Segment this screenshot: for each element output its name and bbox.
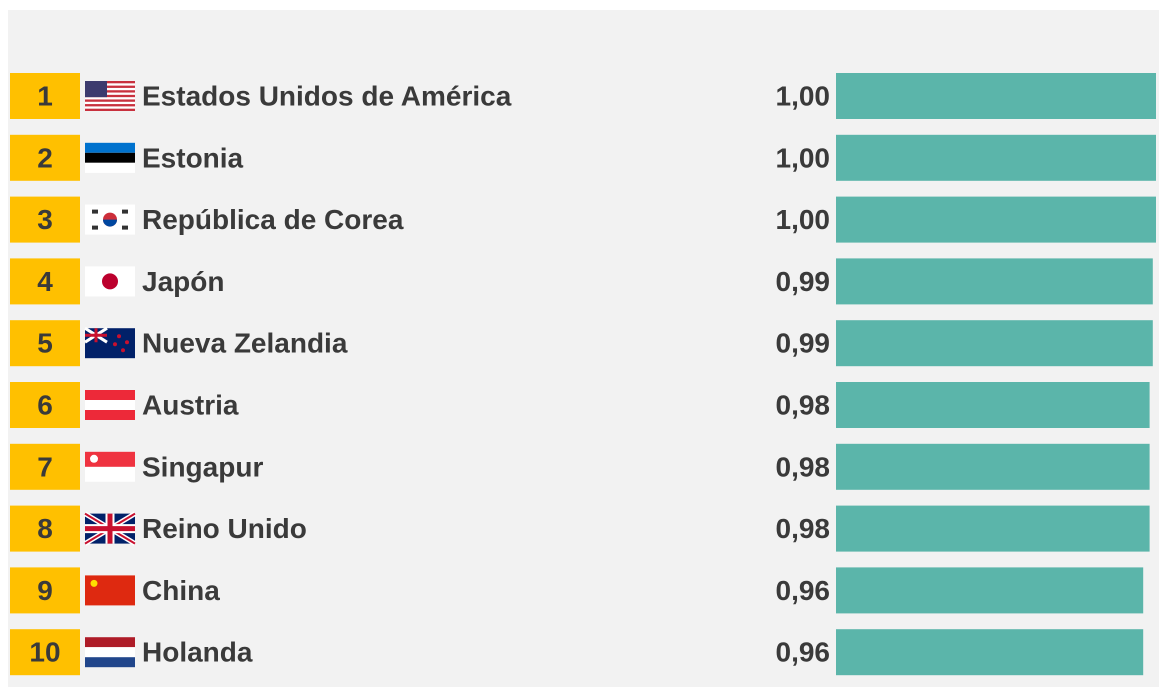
bar (836, 382, 1150, 428)
flag-part (117, 334, 121, 339)
value-label: 0,96 (776, 575, 831, 606)
flag-part (85, 81, 135, 84)
flag-part (85, 451, 135, 467)
value-label: 1,00 (776, 142, 831, 173)
rank-label: 8 (37, 513, 53, 544)
flag (85, 575, 135, 606)
country-label: República de Corea (142, 204, 404, 235)
flag-part (85, 85, 135, 88)
flag-part (122, 209, 128, 214)
country-label: Austria (142, 390, 239, 421)
flag (85, 390, 135, 420)
flag (84, 326, 135, 359)
value-label: 0,96 (776, 637, 831, 668)
country-label: Nueva Zelandia (142, 328, 348, 359)
bar (836, 73, 1156, 119)
flag (85, 204, 135, 235)
value-label: 1,00 (776, 81, 831, 112)
country-label: Estados Unidos de América (142, 81, 512, 112)
rank-box (10, 73, 80, 119)
bar (836, 629, 1144, 676)
bar (836, 443, 1150, 490)
flag-part (90, 579, 98, 587)
bar (836, 505, 1150, 552)
flag (83, 511, 137, 546)
flag-part (85, 637, 135, 648)
rank-box (10, 382, 80, 428)
flag-part (85, 104, 135, 107)
flag-part (113, 342, 117, 347)
flag-part (85, 390, 135, 400)
flag-part (85, 328, 107, 343)
value-label: 1,00 (776, 204, 831, 235)
value-label: 0,98 (776, 390, 831, 421)
flag-part (85, 81, 107, 98)
rank-label: 1 (37, 81, 53, 112)
country-label: Estonia (142, 142, 244, 173)
flag-part (121, 348, 125, 353)
rank-label: 6 (37, 390, 53, 421)
rank-label: 4 (37, 266, 53, 297)
rank-box (10, 134, 80, 181)
rank-label: 3 (37, 204, 53, 235)
country-label: Reino Unido (142, 513, 307, 544)
flag-part (85, 410, 135, 420)
rank-box (10, 258, 80, 305)
rank-label: 7 (37, 451, 53, 482)
flag-part (92, 209, 98, 214)
value-label: 0,99 (776, 328, 831, 359)
flag-part (125, 340, 129, 345)
rank-box (10, 505, 80, 552)
country-label: Holanda (142, 637, 253, 668)
flag-part (122, 225, 128, 230)
flag (85, 451, 135, 482)
value-label: 0,98 (776, 513, 831, 544)
rank-box (10, 629, 80, 676)
flag (85, 142, 135, 173)
bar (836, 258, 1153, 305)
country-label: Singapur (142, 451, 263, 482)
flag-part (102, 273, 118, 290)
bar (836, 320, 1153, 367)
flag-part (85, 94, 135, 98)
rank-label: 10 (29, 637, 60, 668)
flag-part (85, 162, 135, 173)
flag-part (85, 647, 135, 658)
flag (85, 266, 135, 297)
flag-part (85, 142, 135, 153)
flag-part (85, 657, 135, 668)
bar (836, 567, 1144, 614)
value-label: 0,99 (776, 266, 831, 297)
flag-part (85, 575, 135, 606)
flag-part (90, 454, 98, 463)
value-label: 0,98 (776, 451, 831, 482)
rank-box (10, 443, 80, 490)
flag-part (85, 108, 135, 111)
rank-box (10, 196, 80, 243)
flag (85, 81, 135, 111)
flag-part (85, 90, 135, 93)
rank-label: 2 (37, 142, 53, 173)
rank-label: 9 (37, 575, 53, 606)
flag-part (92, 225, 98, 230)
flag-part (85, 99, 135, 102)
bar (836, 134, 1156, 181)
flag-part (85, 152, 135, 163)
rank-label: 5 (37, 328, 53, 359)
rank-box (10, 567, 80, 614)
country-label: Japón (142, 266, 224, 297)
rank-box (10, 320, 80, 367)
flag-part (103, 219, 117, 227)
bar (836, 196, 1156, 243)
country-label: China (142, 575, 220, 606)
flag-part (85, 513, 135, 544)
flag (85, 637, 135, 668)
